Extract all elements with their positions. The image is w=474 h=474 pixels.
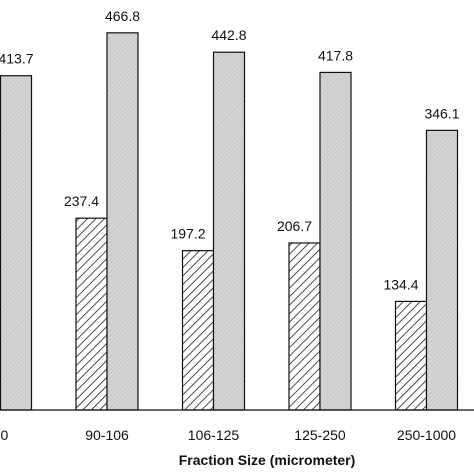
value-label: 417.8 [318,47,353,63]
value-label: 346.1 [424,105,459,121]
x-tick-label: 90 [0,427,8,443]
value-label: 197.2 [170,226,205,242]
bar [212,51,246,411]
bar [288,242,321,411]
x-axis-label: Fraction Size (micrometer) [179,452,356,468]
value-label: 134.4 [383,276,418,292]
x-tick-label: 250-1000 [397,427,456,443]
value-label: 206.7 [277,218,312,234]
value-label: 466.8 [105,8,140,24]
bar [425,129,459,411]
x-tick-label: 106-125 [188,427,240,443]
bar [394,300,428,411]
bar [0,75,33,411]
value-label: 442.8 [211,27,246,43]
value-label: 413.7 [0,51,34,67]
bar [75,217,108,411]
x-tick-label: 125-250 [294,427,346,443]
bar [181,250,215,411]
x-tick-label: 90-106 [85,427,129,443]
value-label: 237.4 [64,193,99,209]
bar [106,32,139,411]
bar [319,71,352,411]
